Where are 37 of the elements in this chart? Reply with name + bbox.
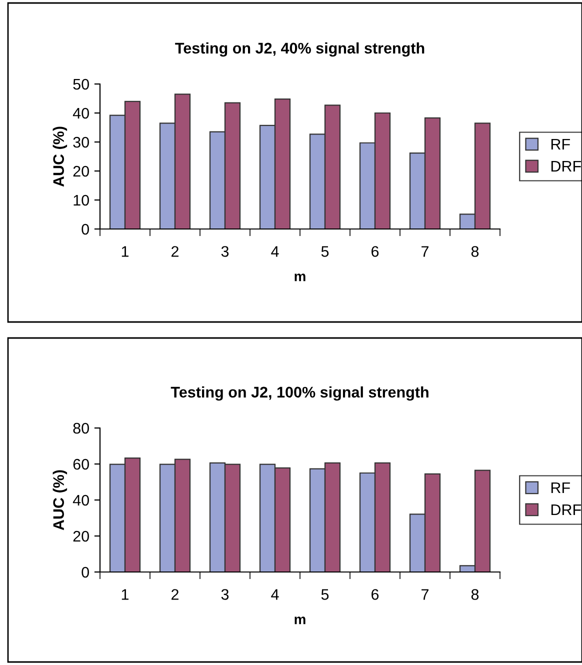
y-tick-label: 40 <box>72 108 89 119</box>
y-tick-label: 50 <box>73 78 89 90</box>
chart-title: Testing on J2, 40% signal strength <box>175 42 424 57</box>
y-axis-title: AUC (%) <box>52 126 68 187</box>
x-tick-label: 5 <box>321 246 329 257</box>
y-tick-label: 30 <box>73 136 89 148</box>
y-tick-label: 0 <box>82 566 89 578</box>
x-tick-label: 2 <box>172 589 178 600</box>
chart-title: Testing on J2, 100% signal strength <box>170 386 428 401</box>
x-tick-label: 7 <box>422 246 428 257</box>
y-tick-label: 20 <box>73 530 89 542</box>
x-tick-label: 4 <box>271 589 279 600</box>
y-tick-label: 60 <box>73 458 89 470</box>
x-tick-label: 6 <box>372 246 379 257</box>
x-tick-label: 6 <box>372 589 379 600</box>
x-tick-label: 8 <box>471 589 479 600</box>
y-tick-label: 20 <box>73 166 89 177</box>
x-tick-label: 8 <box>471 246 479 257</box>
y-tick-label: 0 <box>82 224 89 235</box>
legend-label: DRF <box>551 504 581 515</box>
x-tick-label: 1 <box>122 589 129 600</box>
x-axis-title: m <box>294 616 306 624</box>
x-tick-label: 2 <box>172 246 178 257</box>
y-axis-title: AUC (%) <box>52 470 68 530</box>
y-tick-label: 40 <box>72 494 89 506</box>
x-tick-label: 1 <box>122 246 129 257</box>
x-tick-label: 5 <box>321 589 329 600</box>
legend-label: RF <box>551 482 570 494</box>
x-tick-label: 7 <box>422 589 428 600</box>
legend-label: RF <box>551 139 570 150</box>
y-tick-label: 80 <box>73 422 89 434</box>
x-tick-label: 4 <box>271 246 279 257</box>
x-tick-label: 3 <box>221 246 229 257</box>
y-tick-label: 10 <box>74 194 89 206</box>
x-tick-label: 3 <box>221 589 229 600</box>
legend-label: DRF <box>551 160 581 172</box>
x-axis-title: m <box>294 274 306 282</box>
